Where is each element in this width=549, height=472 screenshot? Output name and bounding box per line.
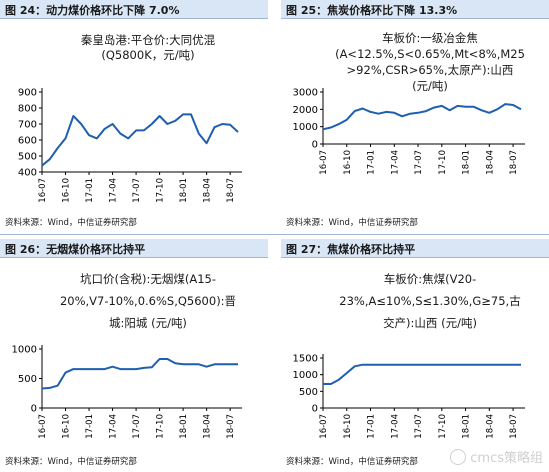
x-tick-label: 18-07: [509, 150, 519, 175]
chart-panel-coking-coal: 图 27：焦煤价格环比持平 车板价:焦煤(V20- 23%,A≤10%,S≤1.3…: [281, 239, 549, 472]
figure-title: 图 27：焦煤价格环比持平: [286, 243, 416, 256]
y-tick-label: 0: [312, 404, 318, 415]
y-tick-label: 1000: [12, 345, 37, 356]
source-note: 资料来源：Wind，中信证券研究部: [5, 457, 137, 467]
y-tick-label: 500: [18, 374, 37, 385]
chart-title-line: 车板价:焦煤(V20-: [384, 272, 477, 286]
chart-title-line: (A<12.5%,S<0.65%,Mt<8%,M25: [335, 47, 525, 61]
x-tick-label: 16-07: [319, 150, 329, 175]
x-tick-label: 17-07: [132, 178, 142, 203]
x-tick-label: 16-07: [38, 178, 48, 203]
x-tick-label: 18-04: [203, 178, 213, 203]
x-tick-label: 18-07: [226, 178, 236, 203]
line-chart: 车板价:一级冶金焦 (A<12.5%,S<0.65%,Mt<8%,M25 >92%,…: [293, 31, 525, 175]
figure-title: 图 25：焦炭价格环比下降 13.3%: [286, 4, 458, 17]
figure-header: 图 26：无烟煤价格环比持平: [0, 239, 268, 258]
x-tick-label: 16-07: [319, 414, 329, 439]
series-line: [41, 113, 239, 167]
x-tick-label: 17-01: [367, 414, 377, 439]
x-tick-label: 18-04: [203, 414, 213, 439]
y-tick-label: 0: [31, 404, 37, 415]
x-tick-label: 16-10: [343, 414, 353, 439]
x-tick-label: 16-10: [62, 178, 72, 203]
x-tick-label: 17-10: [156, 178, 166, 203]
x-tick-label: 17-07: [414, 150, 424, 175]
x-tick-label: 16-07: [38, 414, 48, 439]
chart-title-line: 交产):山西 (元/吨): [383, 316, 477, 330]
x-tick-label: 18-04: [485, 150, 495, 175]
chart-title-line: (元/吨): [412, 79, 448, 93]
x-tick-label: 17-10: [438, 150, 448, 175]
figure-title: 图 26：无烟煤价格环比持平: [5, 243, 146, 256]
series-line: [323, 363, 521, 385]
chart-title-line: 车板价:一级冶金焦: [382, 31, 478, 45]
chart-title-line: 城:阳城 (元/吨): [109, 316, 187, 330]
series-line: [41, 358, 238, 390]
chart-panel-anthracite: 图 26：无烟煤价格环比持平 坑口价(含税):无烟煤(A15- 20%,V7-10…: [0, 239, 268, 472]
chart-title-line: >92%,CSR>65%,太原产):山西: [347, 63, 514, 77]
chart-title-line: 20%,V7-10%,0.6%S,Q5600):晋: [60, 294, 236, 308]
x-tick-label: 18-07: [509, 414, 519, 439]
x-tick-label: 18-01: [179, 178, 189, 203]
row-divider: [0, 234, 549, 235]
x-tick-label: 18-01: [462, 414, 472, 439]
y-tick-label: 500: [18, 152, 37, 163]
y-tick-label: 1000: [293, 122, 318, 133]
x-tick-label: 17-10: [156, 414, 166, 439]
x-tick-label: 17-04: [109, 178, 119, 203]
x-tick-label: 17-04: [109, 414, 119, 439]
figure-header: 图 27：焦煤价格环比持平: [281, 239, 549, 258]
watermark: cmcs策略组: [450, 447, 543, 466]
figure-header: 图 24：动力煤价格环比下降 7.0%: [0, 0, 268, 19]
x-tick-label: 18-04: [485, 414, 495, 439]
x-tick-label: 16-10: [62, 414, 72, 439]
wechat-icon: [450, 448, 467, 465]
line-chart: 秦皇岛港:平仓价:大同优混(Q5800K，元/吨) 400 500 600 700 800…: [18, 33, 242, 203]
y-tick-label: 0: [312, 140, 318, 151]
x-tick-label: 18-01: [462, 150, 472, 175]
x-tick-label: 17-04: [390, 150, 400, 175]
x-tick-label: 17-07: [132, 414, 142, 439]
source-note: 资料来源：Wind，中信证券研究部: [286, 457, 418, 467]
chart-title-line: 坑口价(含税):无烟煤(A15-: [80, 272, 216, 286]
y-tick-label: 800: [18, 104, 37, 115]
y-tick-label: 400: [18, 168, 37, 179]
x-tick-label: 16-10: [343, 150, 353, 175]
y-tick-label: 700: [18, 120, 37, 131]
figure-header: 图 25：焦炭价格环比下降 13.3%: [281, 0, 549, 19]
source-note: 资料来源：Wind，中信证券研究部: [5, 218, 137, 228]
chart-panel-coke: 图 25：焦炭价格环比下降 13.3% 车板价:一级冶金焦 (A<12.5%,S<…: [281, 0, 549, 236]
watermark-text: cmcs策略组: [470, 451, 543, 466]
line-chart: 车板价:焦煤(V20- 23%,A≤10%,S≤1.30%,G≥75,古交产):山…: [293, 272, 525, 439]
x-tick-label: 17-04: [390, 414, 400, 439]
y-tick-label: 1500: [293, 354, 318, 365]
chart-title-line: 23%,A≤10%,S≤1.30%,G≥75,古: [339, 294, 520, 308]
y-tick-label: 1000: [293, 370, 318, 381]
x-tick-label: 17-01: [85, 178, 95, 203]
chart-title-line: 秦皇岛港:平仓价:大同优混: [81, 33, 216, 47]
chart-panel-coal-thermal: 图 24：动力煤价格环比下降 7.0% 秦皇岛港:平仓价:大同优混 (Q5800K…: [0, 0, 268, 236]
figure-title: 图 24：动力煤价格环比下降 7.0%: [5, 4, 180, 17]
x-tick-label: 17-10: [438, 414, 448, 439]
x-tick-label: 18-07: [226, 414, 236, 439]
y-tick-label: 500: [299, 387, 318, 398]
x-tick-label: 17-01: [367, 150, 377, 175]
x-tick-label: 18-01: [179, 414, 189, 439]
y-tick-label: 600: [18, 136, 37, 147]
y-tick-label: 900: [18, 88, 37, 99]
series-line: [322, 103, 522, 131]
x-tick-label: 17-01: [85, 414, 95, 439]
x-tick-label: 17-07: [414, 414, 424, 439]
line-chart: 坑口价(含税):无烟煤(A15- 20%,V7-10%,0.6%S,Q5600):…: [12, 272, 242, 439]
source-note: 资料来源：Wind，中信证券研究部: [286, 218, 418, 228]
y-tick-label: 2000: [293, 105, 318, 116]
y-tick-label: 3000: [293, 88, 318, 99]
chart-title-line: (Q5800K，元/吨): [101, 48, 194, 62]
